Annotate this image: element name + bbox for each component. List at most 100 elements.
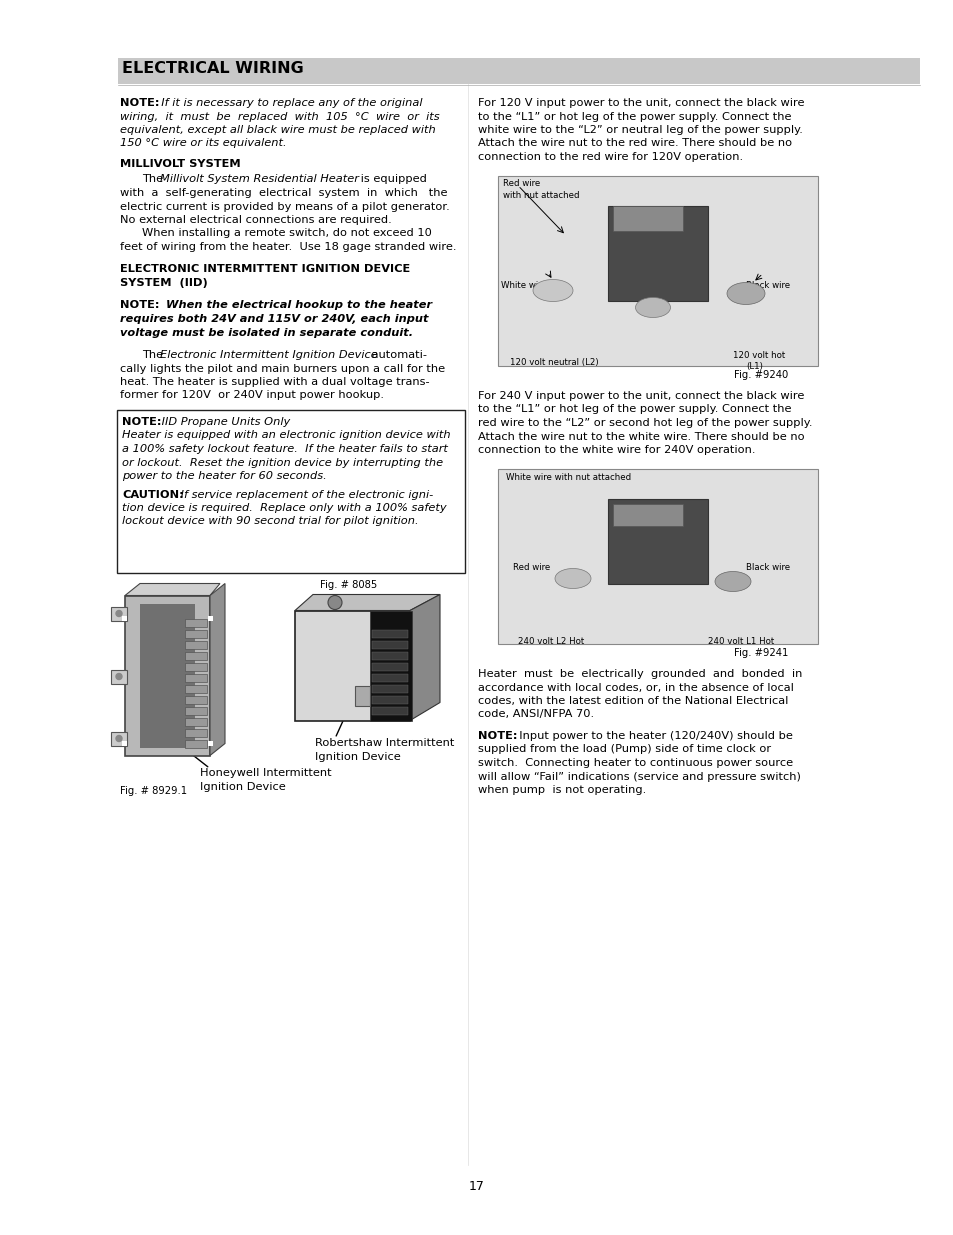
Text: or lockout.  Reset the ignition device by interrupting the: or lockout. Reset the ignition device by… — [122, 457, 442, 468]
Text: equivalent, except all black wire must be replaced with: equivalent, except all black wire must b… — [120, 125, 436, 135]
Text: power to the heater for 60 seconds.: power to the heater for 60 seconds. — [122, 471, 327, 480]
Bar — [613, 504, 682, 526]
Text: Attach the wire nut to the red wire. There should be no: Attach the wire nut to the red wire. The… — [477, 138, 791, 148]
Text: Electronic Intermittent Ignition Device: Electronic Intermittent Ignition Device — [160, 350, 377, 359]
Text: Heater is equipped with an electronic ignition device with: Heater is equipped with an electronic ig… — [122, 431, 450, 441]
Bar — [111, 606, 127, 620]
Text: when pump  is not operating.: when pump is not operating. — [477, 785, 645, 795]
Bar — [372, 652, 408, 659]
Text: SYSTEM  (IID): SYSTEM (IID) — [120, 278, 208, 288]
Text: voltage must be isolated in separate conduit.: voltage must be isolated in separate con… — [120, 327, 413, 337]
Text: codes, with the latest edition of the National Electrical: codes, with the latest edition of the Na… — [477, 697, 787, 706]
Bar — [372, 684, 408, 693]
Bar — [118, 58, 919, 84]
Bar — [125, 595, 210, 756]
Text: 17: 17 — [469, 1179, 484, 1193]
Text: Ignition Device: Ignition Device — [314, 752, 400, 762]
Text: feet of wiring from the heater.  Use 18 gage stranded wire.: feet of wiring from the heater. Use 18 g… — [120, 242, 456, 252]
Bar — [185, 718, 207, 725]
Ellipse shape — [714, 572, 750, 592]
Text: ELECTRICAL WIRING: ELECTRICAL WIRING — [122, 61, 303, 77]
Ellipse shape — [555, 568, 590, 589]
Text: ELECTRONIC INTERMITTENT IGNITION DEVICE: ELECTRONIC INTERMITTENT IGNITION DEVICE — [120, 263, 410, 273]
Bar — [355, 685, 370, 705]
Bar — [111, 669, 127, 683]
Polygon shape — [410, 594, 439, 720]
Text: cally lights the pilot and main burners upon a call for the: cally lights the pilot and main burners … — [120, 363, 445, 373]
Text: For 120 V input power to the unit, connect the black wire: For 120 V input power to the unit, conne… — [477, 98, 803, 107]
Text: Fig. # 8929.1: Fig. # 8929.1 — [120, 785, 187, 795]
Bar — [372, 673, 408, 682]
Text: former for 120V  or 240V input power hookup.: former for 120V or 240V input power hook… — [120, 390, 384, 400]
Text: a 100% safety lockout feature.  If the heater fails to start: a 100% safety lockout feature. If the he… — [122, 445, 447, 454]
Text: When the electrical hookup to the heater: When the electrical hookup to the heater — [153, 300, 432, 310]
Bar — [140, 604, 194, 747]
Text: When installing a remote switch, do not exceed 10: When installing a remote switch, do not … — [142, 228, 432, 238]
Text: CAUTION:: CAUTION: — [122, 489, 184, 499]
Text: No external electrical connections are required.: No external electrical connections are r… — [120, 215, 392, 225]
Circle shape — [116, 736, 122, 741]
Bar — [208, 615, 213, 620]
Text: Input power to the heater (120/240V) should be: Input power to the heater (120/240V) sho… — [512, 731, 792, 741]
Text: with  a  self-generating  electrical  system  in  which   the: with a self-generating electrical system… — [120, 188, 447, 198]
Bar — [122, 741, 127, 746]
Bar — [607, 499, 707, 583]
Bar — [370, 610, 412, 720]
Bar — [185, 619, 207, 626]
Text: requires both 24V and 115V or 240V, each input: requires both 24V and 115V or 240V, each… — [120, 314, 428, 324]
Text: White wire: White wire — [500, 280, 546, 289]
Text: (L1): (L1) — [745, 362, 762, 370]
Bar — [185, 706, 207, 715]
Bar — [185, 630, 207, 637]
Text: 150 °C wire or its equivalent.: 150 °C wire or its equivalent. — [120, 138, 286, 148]
Text: automati-: automati- — [368, 350, 427, 359]
Ellipse shape — [726, 283, 764, 305]
Text: 240 volt L2 Hot: 240 volt L2 Hot — [517, 636, 583, 646]
Bar — [497, 175, 817, 366]
Bar — [111, 731, 127, 746]
Bar — [497, 468, 817, 643]
Text: is equipped: is equipped — [356, 174, 426, 184]
Text: connection to the white wire for 240V operation.: connection to the white wire for 240V op… — [477, 445, 755, 454]
Text: NOTE:: NOTE: — [122, 417, 161, 427]
Text: lockout device with 90 second trial for pilot ignition.: lockout device with 90 second trial for … — [122, 516, 418, 526]
Text: Fig. # 8085: Fig. # 8085 — [319, 580, 376, 590]
Text: 240 volt L1 Hot: 240 volt L1 Hot — [707, 636, 774, 646]
Text: Black wire: Black wire — [745, 280, 789, 289]
Text: with nut attached: with nut attached — [502, 190, 578, 200]
Text: Black wire: Black wire — [745, 563, 789, 573]
Text: code, ANSI/NFPA 70.: code, ANSI/NFPA 70. — [477, 709, 594, 720]
Text: Robertshaw Intermittent: Robertshaw Intermittent — [314, 739, 454, 748]
Bar — [607, 205, 707, 300]
Bar — [185, 662, 207, 671]
Text: Fig. #9240: Fig. #9240 — [733, 369, 787, 379]
Text: to the “L1” or hot leg of the power supply. Connect the: to the “L1” or hot leg of the power supp… — [477, 111, 791, 121]
Bar — [613, 205, 682, 231]
Text: accordance with local codes, or, in the absence of local: accordance with local codes, or, in the … — [477, 683, 793, 693]
Text: connection to the red wire for 120V operation.: connection to the red wire for 120V oper… — [477, 152, 742, 162]
Bar — [117, 410, 464, 573]
Text: electric current is provided by means of a pilot generator.: electric current is provided by means of… — [120, 201, 449, 211]
Text: Ignition Device: Ignition Device — [200, 782, 286, 792]
Circle shape — [116, 673, 122, 679]
Polygon shape — [125, 583, 220, 595]
Text: tion device is required.  Replace only with a 100% safety: tion device is required. Replace only wi… — [122, 503, 446, 513]
Text: For 240 V input power to the unit, connect the black wire: For 240 V input power to the unit, conne… — [477, 391, 803, 401]
Bar — [185, 673, 207, 682]
Text: white wire to the “L2” or neutral leg of the power supply.: white wire to the “L2” or neutral leg of… — [477, 125, 802, 135]
Text: Attach the wire nut to the white wire. There should be no: Attach the wire nut to the white wire. T… — [477, 431, 803, 441]
Text: wiring,  it  must  be  replaced  with  105  °C  wire  or  its: wiring, it must be replaced with 105 °C … — [120, 111, 439, 121]
Bar — [372, 706, 408, 715]
Bar — [294, 610, 410, 720]
Text: If service replacement of the electronic igni-: If service replacement of the electronic… — [177, 489, 433, 499]
Text: White wire with nut attached: White wire with nut attached — [505, 473, 631, 482]
Text: Red wire: Red wire — [502, 179, 539, 189]
Bar — [185, 695, 207, 704]
Bar — [185, 641, 207, 648]
Text: The: The — [142, 350, 167, 359]
Text: 120 volt hot: 120 volt hot — [732, 352, 784, 361]
Text: The: The — [142, 174, 167, 184]
Polygon shape — [210, 583, 225, 756]
Ellipse shape — [533, 279, 573, 301]
Text: switch.  Connecting heater to continuous power source: switch. Connecting heater to continuous … — [477, 758, 792, 768]
